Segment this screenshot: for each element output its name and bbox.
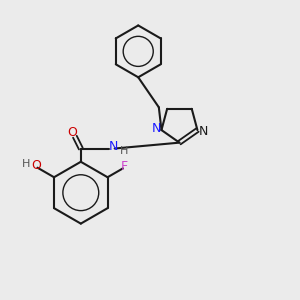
Text: N: N bbox=[152, 122, 161, 135]
Text: O: O bbox=[31, 159, 41, 172]
Text: O: O bbox=[67, 126, 77, 139]
Text: H: H bbox=[120, 146, 128, 157]
Text: F: F bbox=[121, 160, 128, 172]
Text: N: N bbox=[199, 125, 208, 138]
Text: N: N bbox=[109, 140, 118, 153]
Text: H: H bbox=[22, 159, 31, 169]
